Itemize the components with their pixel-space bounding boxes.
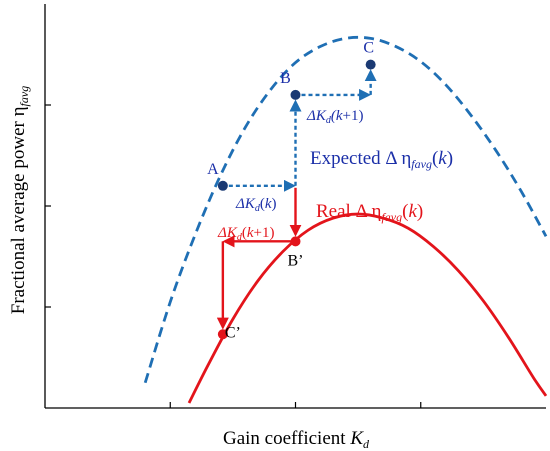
point-label-4: B’ bbox=[288, 252, 304, 269]
point-3 bbox=[365, 59, 376, 70]
annotation-dk-k1-upper: ΔKd(k+1) bbox=[306, 108, 363, 126]
axis-ticks bbox=[45, 104, 422, 408]
annotation-dk-k: ΔKd(k) bbox=[235, 196, 277, 214]
points: A B C B’ C’ bbox=[207, 40, 376, 341]
point-label-5: C’ bbox=[225, 324, 241, 341]
point-label-3: C bbox=[363, 40, 374, 57]
y-axis-label: Fractional average power ηfavg bbox=[8, 86, 31, 314]
expected-curve bbox=[143, 35, 548, 384]
point-5 bbox=[217, 329, 228, 340]
point-4 bbox=[290, 236, 301, 247]
annotations: ΔKd(k+1) ΔKd(k) ΔKd(k+1) Expected Δ ηfav… bbox=[217, 108, 453, 243]
point-2 bbox=[290, 89, 301, 100]
annotation-dk-k1-lower: ΔKd(k+1) bbox=[217, 225, 274, 243]
x-axis-label: Gain coefficient Kd bbox=[223, 428, 370, 451]
point-label-2: B bbox=[280, 70, 291, 87]
expected-label: Expected Δ ηfavg(k) bbox=[310, 148, 453, 171]
point-1 bbox=[217, 180, 228, 191]
real-curve bbox=[187, 212, 548, 404]
real-label: Real Δ ηfavg(k) bbox=[316, 201, 423, 224]
point-label-1: A bbox=[207, 161, 219, 178]
axes bbox=[44, 4, 546, 409]
step-arrows bbox=[216, 69, 377, 330]
